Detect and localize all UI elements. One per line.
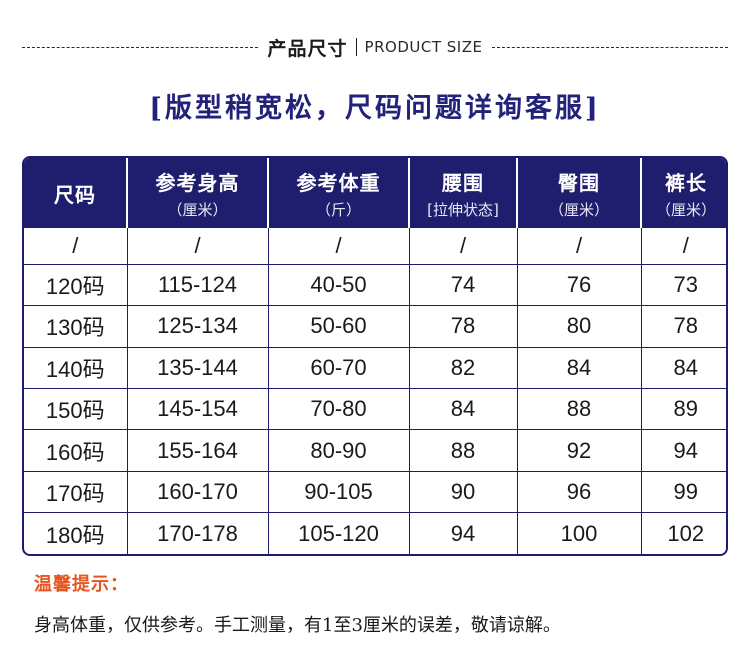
size-table: 尺码 参考身高 （厘米） 参考体重 （斤） 腰围 [拉伸状态]: [22, 156, 728, 556]
table-cell: 90: [409, 470, 518, 513]
table-cell: /: [517, 228, 642, 265]
tips-body: 身高体重，仅供参考。手工测量，有1至3厘米的误差，敬请谅解。: [34, 615, 561, 636]
table-row: 140码 135-144 60-70 82 84 84: [24, 346, 726, 389]
table-cell: 160-170: [127, 470, 269, 513]
column-header-weight: 参考体重 （斤）: [268, 158, 410, 228]
table-cell: 88: [409, 429, 518, 472]
table-cell: 140码: [24, 346, 128, 389]
table-cell: /: [409, 228, 518, 265]
table-cell: 135-144: [127, 346, 269, 389]
column-header-waist: 腰围 [拉伸状态]: [409, 158, 518, 228]
table-cell: 89: [641, 387, 726, 430]
table-cell: 40-50: [268, 263, 410, 306]
column-header-label: 臀围: [558, 170, 600, 195]
header-dash-left: [22, 46, 258, 48]
table-cell: 170-178: [127, 512, 269, 554]
table-cell: 94: [641, 429, 726, 472]
table-cell: 82: [409, 346, 518, 389]
table-cell: 84: [409, 387, 518, 430]
table-row: 150码 145-154 70-80 84 88 89: [24, 387, 726, 430]
table-cell: 78: [641, 305, 726, 348]
table-cell: 145-154: [127, 387, 269, 430]
column-header-label: 尺码: [54, 182, 96, 207]
table-cell: 125-134: [127, 305, 269, 348]
column-header-size: 尺码: [24, 158, 128, 228]
column-header-label: 参考体重: [296, 170, 381, 195]
column-header-length: 裤长 （厘米）: [641, 158, 726, 228]
section-header: 产品尺寸 PRODUCT SIZE: [22, 30, 728, 64]
table-cell: 170码: [24, 470, 128, 513]
table-cell: 50-60: [268, 305, 410, 348]
table-cell: 73: [641, 263, 726, 306]
column-header-label: 裤长: [665, 170, 707, 195]
table-cell: 180码: [24, 512, 128, 554]
table-cell: 94: [409, 512, 518, 554]
table-row: 160码 155-164 80-90 88 92 94: [24, 429, 726, 472]
column-header-height: 参考身高 （厘米）: [127, 158, 269, 228]
table-cell: 102: [641, 512, 726, 554]
table-cell: 155-164: [127, 429, 269, 472]
table-cell: 120码: [24, 263, 128, 306]
table-row: / / / / / /: [24, 228, 726, 265]
column-header-unit: [拉伸状态]: [427, 200, 499, 219]
table-row: 130码 125-134 50-60 78 80 78: [24, 305, 726, 348]
header-dash-right: [492, 46, 728, 48]
table-row: 170码 160-170 90-105 90 96 99: [24, 470, 726, 513]
table-cell: 74: [409, 263, 518, 306]
table-cell: 80: [517, 305, 642, 348]
column-header-unit: （厘米）: [548, 200, 609, 219]
table-cell: 84: [641, 346, 726, 389]
table-cell: 76: [517, 263, 642, 306]
table-cell: /: [24, 228, 128, 265]
table-row: 180码 170-178 105-120 94 100 102: [24, 512, 726, 554]
table-cell: 80-90: [268, 429, 410, 472]
table-cell: 105-120: [268, 512, 410, 554]
tips-title: 温馨提示：: [34, 574, 129, 595]
column-header-hip: 臀围 （厘米）: [517, 158, 642, 228]
header-title-cn: 产品尺寸: [267, 37, 348, 60]
table-cell: 115-124: [127, 263, 269, 306]
table-cell: 78: [409, 305, 518, 348]
header-title-en: PRODUCT SIZE: [364, 38, 483, 56]
table-header-row: 尺码 参考身高 （厘米） 参考体重 （斤） 腰围 [拉伸状态]: [24, 158, 726, 228]
table-cell: 92: [517, 429, 642, 472]
table-cell: /: [268, 228, 410, 265]
header-separator: [355, 38, 357, 56]
column-header-label: 腰围: [442, 170, 484, 195]
table-cell: 99: [641, 470, 726, 513]
table-cell: /: [682, 232, 689, 258]
table-cell: 60-70: [268, 346, 410, 389]
table-cell: 100: [517, 512, 642, 554]
fit-note: [版型稍宽松，尺码问题详询客服]: [149, 93, 601, 124]
column-header-unit: （厘米）: [167, 200, 228, 219]
table-cell: 130码: [24, 305, 128, 348]
table-row: 120码 115-124 40-50 74 76 73: [24, 263, 726, 306]
header-title: 产品尺寸 PRODUCT SIZE: [258, 34, 493, 61]
table-cell: 84: [517, 346, 642, 389]
table-cell: 96: [517, 470, 642, 513]
table-cell: 150码: [24, 387, 128, 430]
table-cell: 90-105: [268, 470, 410, 513]
table-cell: 70-80: [268, 387, 410, 430]
column-header-unit: （斤）: [315, 200, 361, 219]
column-header-unit: （厘米）: [655, 200, 716, 219]
column-header-label: 参考身高: [155, 170, 240, 195]
table-cell: 160码: [24, 429, 128, 472]
table-cell: 88: [517, 387, 642, 430]
table-cell: /: [127, 228, 269, 265]
